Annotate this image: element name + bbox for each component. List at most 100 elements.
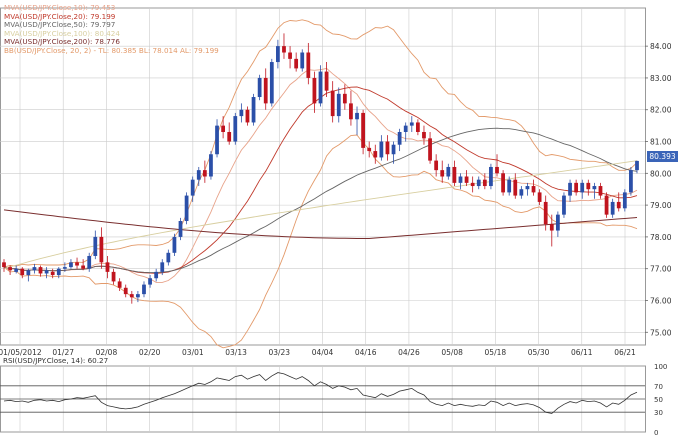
candle-up	[56, 268, 61, 276]
candle-down	[373, 151, 378, 158]
candle-up	[166, 252, 171, 263]
candle-down	[482, 179, 487, 187]
candle-down	[99, 236, 104, 263]
candle-down	[312, 77, 317, 104]
candle-down	[349, 103, 353, 120]
candle-up	[379, 141, 384, 158]
candle-up	[610, 201, 615, 215]
candle-up	[629, 170, 633, 193]
candle-up	[148, 278, 152, 285]
rsi-tick-label: 0	[654, 429, 658, 437]
candle-down	[495, 166, 499, 174]
candle-up	[93, 236, 98, 256]
candle-down	[537, 192, 542, 202]
candle-up	[69, 262, 73, 268]
rsi-label: RSI(USD/JPY.Close, 14): 60.27	[3, 356, 109, 365]
date-tick-label: 05/18	[485, 348, 507, 357]
candle-down	[434, 160, 439, 171]
date-tick-label: 01/05/2012	[0, 348, 42, 357]
candle-up	[251, 97, 256, 123]
candle-up	[562, 195, 566, 215]
candle-up	[184, 195, 189, 222]
date-tick-label: 04/26	[398, 348, 420, 357]
candle-up	[190, 179, 195, 196]
candle-down	[604, 195, 609, 215]
date-tick-label: 03/13	[225, 348, 247, 357]
rsi-line	[3, 372, 638, 414]
date-tick-label: 03/23	[268, 348, 290, 357]
price-tick-label: 75.00	[650, 328, 672, 337]
price-tick-label: 76.00	[650, 296, 672, 305]
candle-up	[160, 262, 165, 272]
candle-up	[14, 268, 19, 272]
ma200-line	[3, 209, 638, 239]
candle-up	[397, 131, 402, 145]
candle-down	[263, 77, 268, 104]
ma50-line	[3, 127, 638, 274]
candle-down	[470, 182, 475, 187]
date-tick-label: 03/01	[182, 348, 204, 357]
candle-up	[336, 93, 341, 117]
candle-down	[440, 170, 445, 177]
candle-down	[361, 112, 365, 148]
candle-down	[428, 138, 432, 161]
candle-up	[318, 71, 323, 104]
bb-lower-line	[3, 134, 638, 349]
candle-down	[38, 267, 43, 274]
candle-up	[555, 214, 560, 231]
candle-down	[616, 201, 621, 209]
date-tick-label: 06/21	[614, 348, 636, 357]
candle-up	[476, 179, 481, 187]
candle-down	[123, 287, 128, 295]
candle-down	[549, 224, 554, 231]
candle-down	[464, 176, 469, 183]
price-tick-label: 84.00	[650, 42, 672, 51]
candle-down	[20, 268, 25, 276]
candle-up	[635, 160, 639, 171]
legend-entry: BB(USD/JPY.Close, 20, 2) - TL: 80.385 BL…	[4, 45, 219, 55]
candle-up	[409, 122, 414, 126]
rsi-tick-label: 30	[654, 409, 663, 417]
price-tick-label: 82.00	[650, 106, 672, 115]
candle-down	[8, 267, 12, 271]
candle-down	[330, 90, 335, 117]
candle-down	[415, 122, 420, 132]
candle-down	[306, 52, 311, 78]
price-tick-label: 79.00	[650, 201, 672, 210]
date-tick-label: 01/27	[52, 348, 74, 357]
candle-down	[111, 271, 116, 282]
candle-up	[592, 186, 597, 190]
candle-up	[580, 182, 585, 193]
candle-up	[300, 52, 305, 69]
candle-up	[215, 125, 219, 155]
candle-up	[32, 267, 37, 271]
candle-up	[489, 166, 493, 187]
candle-up	[403, 125, 408, 132]
candle-up	[172, 236, 177, 253]
date-tick-label: 04/16	[355, 348, 377, 357]
candle-down	[342, 93, 347, 104]
legend-entry: MVA(USD/JPY.Close,200): 78.776	[4, 37, 120, 46]
candle-up	[257, 77, 262, 98]
candle-down	[288, 52, 292, 59]
candle-down	[543, 201, 548, 225]
chart-legend: MVA(USD/JPY.Close,10): 79.453 MVA(USD/JPY…	[4, 3, 219, 55]
price-tick-label: 83.00	[650, 74, 672, 83]
candle-up	[239, 109, 244, 117]
date-tick-label: 05/08	[441, 348, 463, 357]
candle-down	[452, 166, 457, 183]
candle-down	[117, 281, 122, 288]
candle-up	[507, 179, 512, 193]
candle-down	[105, 262, 110, 272]
date-tick-label: 05/30	[528, 348, 550, 357]
price-tick-label: 80.00	[650, 169, 672, 178]
candle-down	[385, 141, 390, 155]
candle-down	[531, 186, 536, 193]
last-price-badge: 80.393	[647, 151, 678, 162]
candle-up	[391, 144, 396, 155]
candle-down	[598, 186, 603, 196]
legend-entry: MVA(USD/JPY.Close,50): 79.797	[4, 20, 116, 29]
candle-up	[269, 62, 274, 104]
